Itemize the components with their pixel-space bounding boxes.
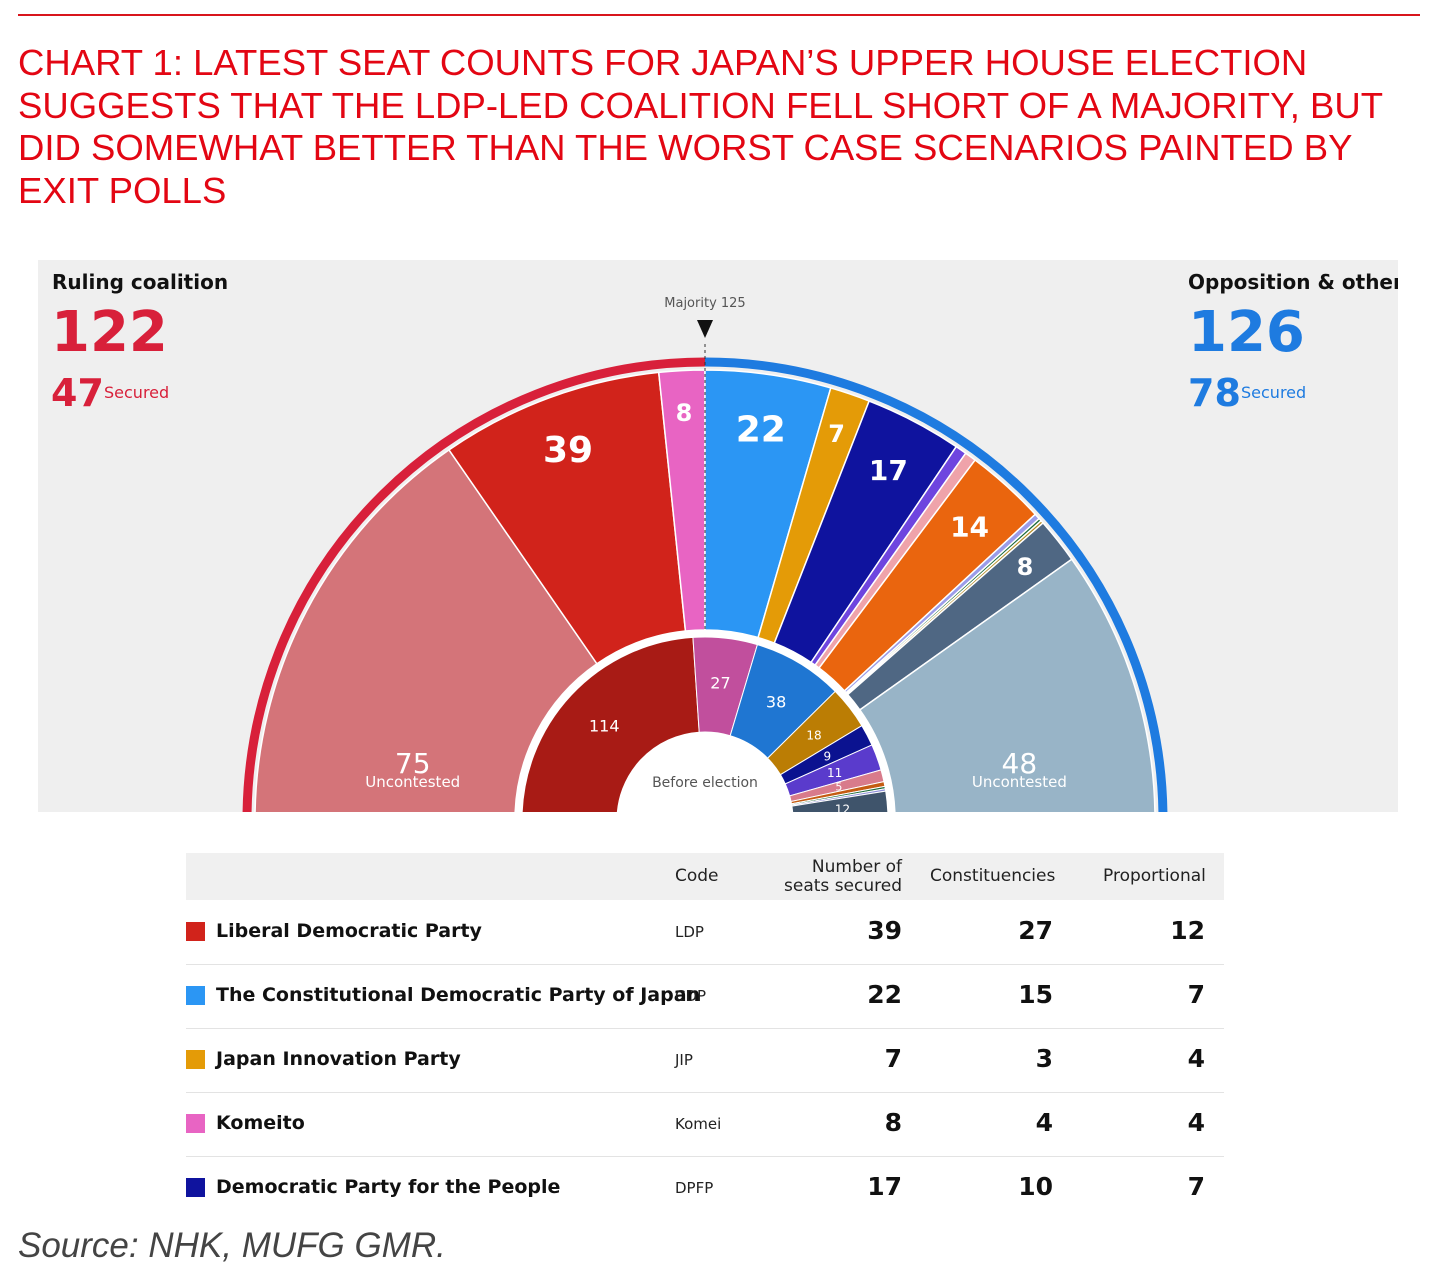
outer-band-group <box>242 357 1168 821</box>
top-rule <box>18 14 1420 16</box>
outer-segment-label: 14 <box>950 510 989 543</box>
proportional-value: 7 <box>1187 1172 1205 1201</box>
source-note: Source: NHK, MUFG GMR. <box>18 1226 446 1265</box>
chart-title: CHART 1: LATEST SEAT COUNTS FOR JAPAN’S … <box>18 42 1383 211</box>
table-row: Japan Innovation Party JIP 7 3 4 <box>186 1028 1224 1092</box>
inner-segment-label: 27 <box>710 673 730 692</box>
inner-segment-label: 9 <box>823 749 831 763</box>
party-name: The Constitutional Democratic Party of J… <box>216 984 701 1006</box>
outer-segment-label: 7 <box>828 420 845 448</box>
constituencies-value: 4 <box>1035 1108 1053 1137</box>
proportional-value: 12 <box>1170 916 1205 945</box>
inner-segment-label: 114 <box>589 716 620 735</box>
party-color-swatch <box>186 986 205 1005</box>
outer-segment-label: 75 <box>395 747 431 780</box>
table-row: The Constitutional Democratic Party of J… <box>186 964 1224 1028</box>
constituencies-value: 10 <box>1018 1172 1053 1201</box>
party-code: DPFP <box>675 1179 714 1197</box>
opposition-outer-arc <box>704 357 1168 821</box>
party-color-swatch <box>186 922 205 941</box>
seats-secured: 22 <box>867 980 902 1009</box>
ruling-total: 122 <box>51 300 168 365</box>
outer-ring-group <box>254 369 1156 821</box>
inner-segment-label: 38 <box>766 692 786 711</box>
row-divider <box>186 1156 1224 1157</box>
opposition-total: 126 <box>1188 300 1305 365</box>
seat-chart: 75 Uncontested 39 8 22 7 17 14 8 48 Uncontested 114… <box>38 260 1415 1010</box>
inner-segment-label: 12 <box>835 802 850 812</box>
constituencies-value: 3 <box>1035 1044 1053 1073</box>
outer-segment-label: 8 <box>676 399 693 427</box>
table-row: Liberal Democratic Party LDP 39 27 12 <box>186 900 1224 964</box>
outer-segment-label: 8 <box>1017 553 1034 581</box>
party-code: CDP <box>675 987 707 1005</box>
table-row: Komeito Komei 8 4 4 <box>186 1092 1224 1156</box>
outer-segment-label: 17 <box>869 454 908 487</box>
ruling-outer-arc <box>242 357 706 821</box>
inner-segment-label: 11 <box>827 766 842 780</box>
row-divider <box>186 964 1224 965</box>
party-name: Democratic Party for the People <box>216 1176 561 1198</box>
party-code: LDP <box>675 923 704 941</box>
ruling-secured-count: 47 <box>51 371 104 415</box>
seats-secured: 17 <box>867 1172 902 1201</box>
constituencies-value: 15 <box>1018 980 1053 1009</box>
seats-secured: 8 <box>884 1108 902 1137</box>
outer-segment-label: 48 <box>1002 747 1038 780</box>
majority-label: Majority 125 <box>664 296 745 311</box>
party-color-swatch <box>186 1050 205 1069</box>
seats-secured: 7 <box>884 1044 902 1073</box>
ruling-secured-label: Secured <box>104 383 169 402</box>
header-proportional: Proportional <box>1103 866 1206 886</box>
outer-segment-sublabel: Uncontested <box>365 773 460 791</box>
inner-segment-label: 18 <box>806 729 821 743</box>
header-code: Code <box>675 866 719 886</box>
proportional-value: 7 <box>1187 980 1205 1009</box>
proportional-value: 4 <box>1187 1108 1205 1137</box>
party-code: Komei <box>675 1115 722 1133</box>
row-divider <box>186 1028 1224 1029</box>
table-header: Code Number of seats secured Constituenc… <box>186 853 1224 900</box>
party-color-swatch <box>186 1114 205 1133</box>
inner-segment-label: 5 <box>835 780 842 793</box>
header-seats-line2: seats secured <box>784 876 902 896</box>
header-constituencies: Constituencies <box>930 866 1056 886</box>
row-divider <box>186 1092 1224 1093</box>
opposition-secured-count: 78 <box>1188 371 1241 415</box>
table-row: Democratic Party for the People DPFP 17 10 7 <box>186 1156 1224 1220</box>
proportional-value: 4 <box>1187 1044 1205 1073</box>
party-color-swatch <box>186 1178 205 1197</box>
outer-segment-label: 22 <box>736 410 786 451</box>
seats-secured: 39 <box>867 916 902 945</box>
outer-segment-sublabel: Uncontested <box>972 773 1067 791</box>
inner-center-label: Before election <box>652 775 758 791</box>
party-code: JIP <box>675 1051 693 1069</box>
header-seats-line1: Number of <box>811 857 902 877</box>
opposition-secured-label: Secured <box>1241 383 1306 402</box>
ruling-label: Ruling coalition <box>52 270 228 294</box>
party-name: Liberal Democratic Party <box>216 920 482 942</box>
party-name: Japan Innovation Party <box>216 1048 461 1070</box>
outer-segment-label: 39 <box>543 430 593 471</box>
opposition-label: Opposition & others <box>1188 270 1398 294</box>
majority-marker-icon <box>697 320 713 338</box>
party-name: Komeito <box>216 1112 305 1134</box>
constituencies-value: 27 <box>1018 916 1053 945</box>
